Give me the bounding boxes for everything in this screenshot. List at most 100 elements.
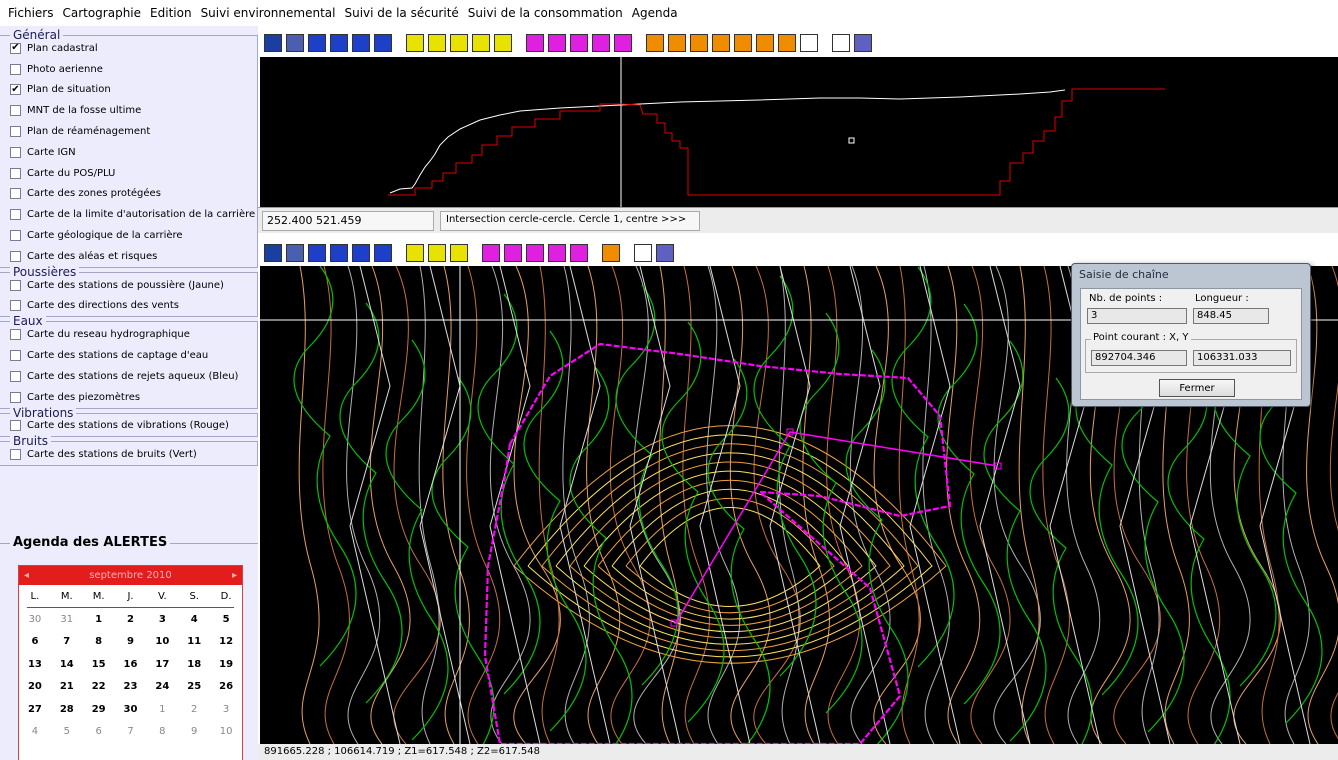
circle-icon[interactable] [472,34,490,52]
polyline-icon[interactable] [494,34,512,52]
zoom-out-icon[interactable] [330,244,348,262]
calendar-day[interactable]: 17 [155,658,170,670]
checkbox-icon[interactable] [10,300,21,312]
nb-points-field[interactable]: 3 [1087,308,1187,324]
layer-item[interactable]: Carte des zones protégées [0,184,257,205]
calendar-day[interactable]: 16 [123,658,138,670]
y-field[interactable]: 106331.033 [1193,350,1291,366]
checkbox-icon[interactable] [10,105,21,117]
layer-item[interactable]: Carte des stations de poussière (Jaune) [0,275,257,296]
checkbox-checked-icon[interactable]: ✔ [10,83,21,96]
layer-item[interactable]: Carte des directions des vents [0,296,257,317]
fill-icon[interactable] [602,244,620,262]
calendar-day[interactable]: 3 [158,614,166,626]
calendar-day[interactable]: 8 [95,636,103,648]
draw-polygon-icon[interactable] [406,34,424,52]
menu-item-4[interactable]: Suivi de la sécurité [344,6,459,20]
checkbox-icon[interactable] [10,279,21,291]
calendar-day[interactable]: 9 [191,726,198,738]
calendar-day[interactable]: 6 [31,636,39,648]
calendar-day[interactable]: 4 [31,726,39,738]
calendar-day[interactable]: 31 [60,614,74,626]
checkbox-icon[interactable] [10,250,21,262]
calendar-day[interactable]: 1 [159,703,166,715]
calendar-day[interactable]: 15 [91,658,106,670]
pan-icon[interactable] [352,244,370,262]
checkbox-icon[interactable] [10,146,21,158]
grid-icon[interactable] [286,244,304,262]
checkbox-icon[interactable] [10,63,21,75]
menu-item-6[interactable]: Agenda [631,6,678,20]
calendar-day[interactable]: 14 [59,658,74,670]
checkbox-icon[interactable] [10,449,21,461]
layer-item[interactable]: Carte des stations de captage d'eau [0,345,257,366]
measure-icon[interactable] [428,34,446,52]
print-icon[interactable] [634,244,652,262]
checkbox-icon[interactable] [10,126,21,138]
calendar-day[interactable]: 6 [95,726,102,738]
checkbox-icon[interactable] [10,188,21,200]
gear-icon[interactable] [854,34,872,52]
measure-icon[interactable] [406,244,424,262]
menu-item-2[interactable]: Edition [150,6,192,20]
calendar-day[interactable]: 30 [28,614,42,626]
longueur-field[interactable]: 848.45 [1193,308,1269,324]
layer-icon[interactable] [504,244,522,262]
calendar-day[interactable]: 28 [59,703,74,715]
calendar-day[interactable]: 10 [155,636,170,648]
calendar-day[interactable]: 4 [190,614,198,626]
window-icon[interactable] [374,34,392,52]
calendar-day[interactable]: 13 [27,658,42,670]
zoom-out-icon[interactable] [330,34,348,52]
calendar-day[interactable]: 3 [222,703,230,715]
calendar-day[interactable]: 27 [27,703,42,715]
calendar-day[interactable]: 11 [187,636,202,648]
menu-item-3[interactable]: Suivi environnemental [200,6,336,20]
calendar-day[interactable]: 5 [63,726,70,738]
point-icon[interactable] [646,34,664,52]
calendar-day[interactable]: 5 [222,614,230,626]
grid-icon[interactable] [286,34,304,52]
table-icon[interactable] [264,34,282,52]
checkbox-icon[interactable] [10,420,21,432]
arrow-right-icon[interactable]: ▸ [231,570,237,581]
pan-icon[interactable] [352,34,370,52]
layer-item[interactable]: Carte des stations de rejets aqueux (Ble… [0,366,257,387]
calendar-day[interactable]: 7 [63,636,71,648]
checkbox-icon[interactable] [10,230,21,242]
layer-item[interactable]: Plan de réaménagement [0,121,257,142]
calendar-day[interactable]: 25 [187,681,202,693]
calendar-day[interactable]: 29 [91,703,106,715]
layer-item[interactable]: Photo aerienne [0,59,257,80]
cursor-icon[interactable] [450,34,468,52]
checkbox-icon[interactable] [10,350,21,362]
table-icon[interactable] [264,244,282,262]
menu-item-5[interactable]: Suivi de la consommation [467,6,623,20]
layer-edit-icon[interactable] [570,34,588,52]
calendar-day[interactable]: 7 [127,726,134,738]
checkbox-icon[interactable] [10,391,21,403]
map-canvas[interactable] [260,266,1338,744]
calendar-day[interactable]: 12 [219,636,234,648]
calendar-day[interactable]: 30 [123,703,138,715]
layer-item[interactable]: ✔ Plan cadastral [0,38,257,59]
select-icon[interactable] [526,34,544,52]
calendar-day[interactable]: 9 [127,636,134,648]
layer-item[interactable]: Carte des aléas et risques [0,246,257,267]
checkbox-icon[interactable] [10,370,21,382]
close-button[interactable]: Fermer [1159,379,1235,397]
calendar-day[interactable]: 2 [191,703,198,715]
layer-edit-icon[interactable] [526,244,544,262]
window-icon[interactable] [374,244,392,262]
layer-icon[interactable] [548,34,566,52]
calendar-day[interactable]: 21 [59,681,74,693]
layer-item[interactable]: Carte des stations de vibrations (Rouge) [0,416,257,437]
checkbox-checked-icon[interactable]: ✔ [10,42,21,54]
calendar-day[interactable]: 8 [159,726,166,738]
calendar-day[interactable]: 1 [95,614,103,626]
menu-item-1[interactable]: Cartographie [62,6,142,20]
arrow-left-icon[interactable]: ◂ [24,570,30,581]
menu-item-0[interactable]: Fichiers [8,6,54,20]
layer-item[interactable]: Carte des stations de bruits (Vert) [0,444,257,465]
calendar-day[interactable]: 20 [27,681,42,693]
